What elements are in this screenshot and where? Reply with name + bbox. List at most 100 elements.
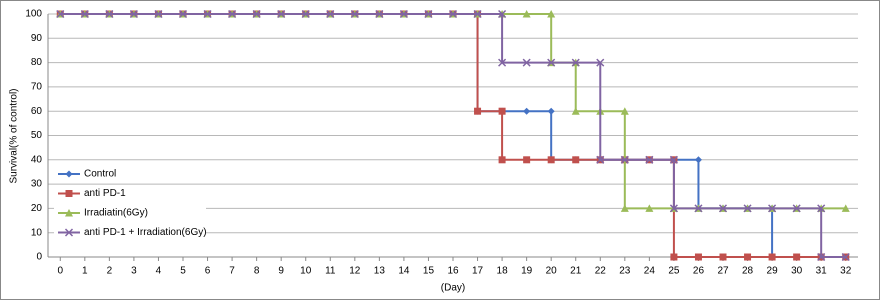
- marker: [64, 228, 74, 237]
- x-tick-label: 9: [278, 266, 284, 277]
- x-tick-label: 32: [840, 266, 852, 277]
- x-tick-label: 16: [447, 266, 459, 277]
- y-tick-label: 90: [31, 33, 43, 44]
- x-tick-label: 4: [156, 266, 162, 277]
- x-tick-label: 25: [668, 266, 680, 277]
- marker: [719, 253, 727, 261]
- marker: [596, 58, 605, 67]
- marker: [56, 9, 65, 19]
- marker: [498, 156, 506, 164]
- marker: [498, 58, 507, 67]
- x-tick-label: 5: [180, 266, 186, 277]
- y-tick-label: 20: [31, 203, 43, 214]
- marker: [129, 9, 138, 19]
- marker: [301, 9, 310, 19]
- marker: [841, 252, 850, 262]
- marker: [547, 156, 555, 164]
- x-tick-label: 8: [254, 266, 260, 277]
- marker: [547, 10, 556, 18]
- legend-label: anti PD-1 + Irradiation(6Gy): [84, 227, 207, 238]
- marker: [793, 253, 801, 261]
- x-tick-label: 7: [229, 266, 235, 277]
- x-tick-label: 21: [570, 266, 582, 277]
- marker: [448, 9, 458, 19]
- legend-label: anti PD-1: [84, 188, 126, 199]
- marker: [522, 10, 531, 18]
- x-tick-label: 28: [742, 266, 754, 277]
- marker: [326, 9, 335, 19]
- x-tick-label: 2: [107, 266, 113, 277]
- x-tick-label: 31: [816, 266, 828, 277]
- marker: [547, 107, 555, 115]
- x-tick-label: 26: [693, 266, 705, 277]
- y-tick-label: 100: [25, 9, 42, 20]
- marker: [768, 204, 777, 213]
- marker: [498, 9, 507, 19]
- x-tick-label: 23: [619, 266, 631, 277]
- marker: [350, 9, 359, 19]
- marker: [718, 204, 728, 213]
- marker: [522, 58, 531, 67]
- x-tick-label: 11: [325, 266, 336, 277]
- marker: [277, 9, 286, 19]
- x-tick-label: 27: [717, 266, 729, 277]
- marker: [498, 107, 506, 115]
- marker: [547, 58, 556, 67]
- y-tick-label: 30: [31, 179, 43, 190]
- x-tick-label: 14: [398, 266, 410, 277]
- legend-background: [54, 185, 206, 202]
- marker: [669, 155, 678, 164]
- marker: [645, 204, 654, 212]
- marker: [620, 204, 629, 212]
- legend-label: Irradiatin(6Gy): [84, 208, 148, 219]
- marker: [399, 9, 408, 19]
- marker: [523, 156, 531, 164]
- x-tick-label: 0: [57, 266, 63, 277]
- x-tick-label: 10: [300, 266, 312, 277]
- legend-background: [54, 166, 206, 182]
- marker: [743, 204, 752, 213]
- x-tick-label: 1: [82, 266, 88, 277]
- marker: [252, 9, 261, 19]
- marker: [817, 252, 826, 262]
- legend-background: [54, 205, 206, 221]
- marker: [203, 9, 212, 19]
- y-tick-label: 10: [31, 227, 43, 238]
- marker: [694, 204, 703, 213]
- y-tick-label: 60: [31, 106, 43, 117]
- marker: [375, 9, 384, 19]
- marker: [744, 253, 752, 261]
- marker: [669, 204, 678, 213]
- marker: [670, 253, 678, 261]
- marker: [523, 107, 531, 115]
- x-tick-label: 20: [546, 266, 558, 277]
- marker: [178, 9, 188, 19]
- x-tick-label: 29: [767, 266, 779, 277]
- marker: [473, 9, 482, 19]
- x-tick-label: 19: [521, 266, 533, 277]
- x-tick-label: 15: [423, 266, 435, 277]
- marker: [65, 209, 73, 217]
- x-axis-label: (Day): [441, 283, 465, 294]
- y-tick-label: 80: [31, 57, 43, 68]
- marker: [571, 58, 580, 67]
- marker: [65, 170, 73, 178]
- x-tick-label: 22: [595, 266, 607, 277]
- x-tick-label: 18: [497, 266, 509, 277]
- x-tick-label: 6: [205, 266, 211, 277]
- marker: [424, 9, 433, 19]
- marker: [620, 155, 629, 164]
- marker: [817, 204, 826, 213]
- marker: [571, 107, 580, 115]
- marker: [80, 9, 89, 19]
- x-tick-label: 12: [349, 266, 361, 277]
- x-tick-label: 30: [791, 266, 803, 277]
- marker: [154, 9, 163, 19]
- marker: [596, 155, 605, 164]
- y-tick-label: 50: [31, 130, 43, 141]
- marker: [768, 253, 776, 261]
- y-tick-label: 0: [36, 252, 42, 263]
- marker: [645, 155, 654, 164]
